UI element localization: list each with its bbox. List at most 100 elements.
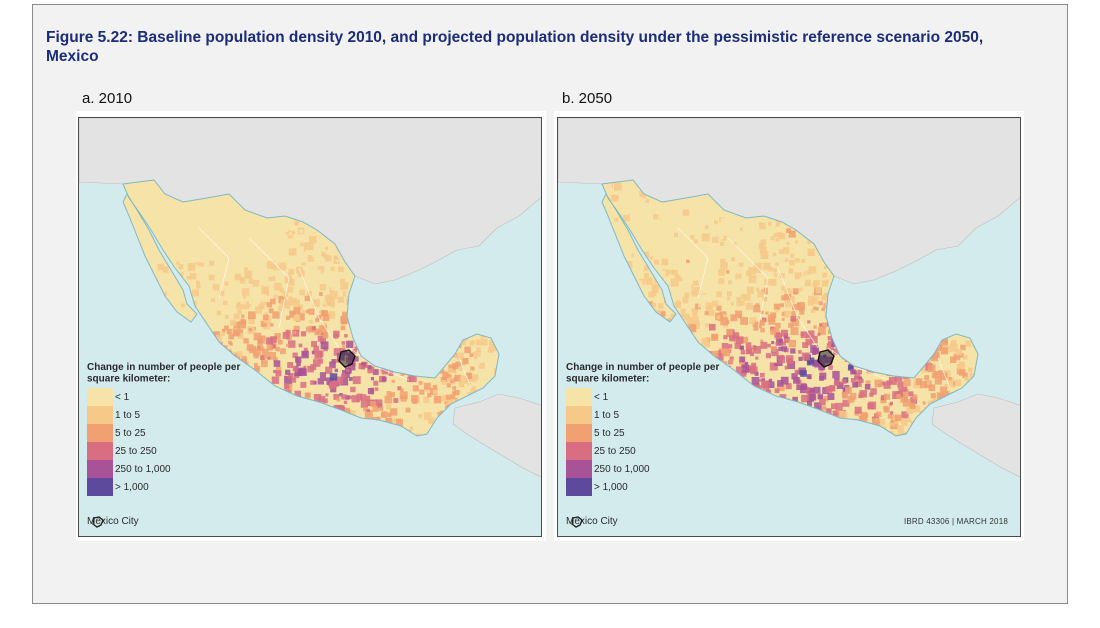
density-cell (288, 248, 295, 255)
density-cell (921, 364, 929, 373)
density-cell (370, 377, 374, 381)
density-cell (839, 381, 843, 385)
state-border (198, 227, 230, 299)
density-cell (883, 393, 890, 400)
density-cell (648, 291, 655, 298)
density-cell (739, 356, 746, 363)
density-cell (790, 316, 796, 322)
density-cell (888, 376, 897, 385)
density-cell (208, 216, 217, 225)
density-cell (218, 272, 224, 279)
density-cell (260, 355, 265, 361)
density-cell (129, 210, 136, 217)
density-cell (716, 353, 724, 361)
density-cell (739, 345, 744, 350)
density-cell (452, 363, 459, 370)
density-cell (674, 301, 681, 309)
density-cell (263, 281, 269, 287)
legend-label: < 1 (115, 391, 130, 403)
density-cell (627, 253, 632, 258)
legend-swatch (566, 442, 592, 460)
density-cell (701, 247, 707, 254)
density-cell (769, 362, 778, 371)
density-cell (789, 259, 795, 266)
density-cell (759, 378, 763, 382)
density-cell (158, 267, 164, 274)
density-cell (716, 291, 722, 298)
density-cell (683, 313, 690, 321)
density-cell (268, 273, 276, 281)
density-cell (712, 334, 718, 340)
density-cell (306, 232, 313, 239)
density-cell (712, 230, 718, 236)
density-cell (610, 194, 618, 202)
legend-swatch (566, 424, 592, 442)
density-cell (476, 339, 482, 346)
density-cell (228, 213, 233, 218)
density-cell (412, 385, 419, 392)
density-cell (804, 387, 810, 392)
density-cell (190, 205, 198, 213)
density-cell (381, 368, 389, 375)
density-cell (254, 362, 258, 367)
density-cell (892, 391, 900, 399)
density-cell (729, 356, 734, 361)
density-cell (765, 353, 771, 359)
density-cell (635, 276, 639, 280)
density-cell (746, 286, 754, 294)
density-cell (388, 371, 394, 376)
density-cell (254, 255, 261, 262)
density-cell (709, 323, 716, 331)
density-cell (427, 392, 432, 398)
legend-title: Change in number of people per square ki… (566, 361, 720, 385)
density-cell (639, 242, 644, 247)
density-cell (674, 273, 680, 279)
density-cell (761, 380, 769, 388)
density-cell (340, 317, 347, 325)
legend-item: < 1 (87, 388, 247, 406)
density-cell (717, 246, 722, 252)
density-cell (775, 237, 780, 242)
density-cell (740, 300, 745, 306)
density-cell (286, 315, 291, 320)
density-cell (702, 214, 709, 221)
density-cell (217, 245, 224, 252)
density-cell (890, 411, 894, 415)
density-cell (144, 183, 150, 189)
density-cell (260, 263, 264, 267)
density-cell (781, 317, 785, 321)
density-cell (962, 355, 968, 360)
density-cell (745, 342, 752, 348)
density-cell (910, 397, 918, 404)
density-cell (391, 379, 395, 383)
density-cell (233, 313, 240, 320)
density-cell (854, 372, 861, 379)
density-cell (418, 381, 423, 385)
density-cell (433, 389, 438, 395)
density-cell (198, 234, 203, 239)
density-cell (452, 391, 456, 395)
density-cell (708, 196, 716, 204)
density-cell (214, 225, 220, 231)
density-cell (808, 376, 812, 380)
density-cell (469, 353, 474, 357)
density-cell (262, 314, 269, 321)
density-cell (825, 289, 831, 295)
density-cell (773, 232, 778, 238)
density-cell (705, 230, 710, 236)
density-cell (938, 370, 944, 375)
density-cell (813, 325, 817, 329)
density-cell (257, 335, 266, 344)
density-cell (954, 379, 962, 387)
density-cell (247, 304, 251, 308)
density-cell (315, 318, 320, 323)
density-cell (199, 247, 207, 255)
density-cell (214, 203, 222, 211)
density-cell (176, 261, 180, 265)
density-cell (294, 390, 302, 398)
density-cell (405, 407, 411, 413)
density-cell (197, 219, 201, 223)
density-cell (341, 373, 346, 378)
density-cell (280, 348, 286, 355)
density-cell (319, 284, 326, 291)
